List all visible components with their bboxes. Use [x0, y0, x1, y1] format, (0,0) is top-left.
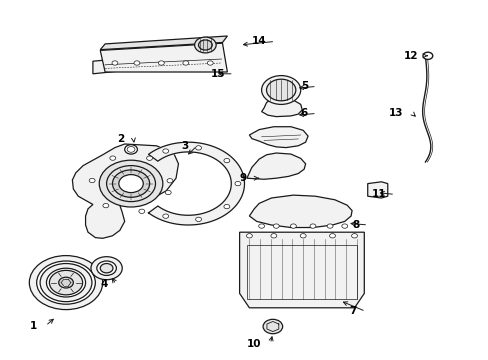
Text: 3: 3	[181, 141, 188, 151]
Circle shape	[235, 181, 240, 186]
Polygon shape	[249, 195, 351, 228]
Circle shape	[224, 204, 229, 209]
Circle shape	[263, 319, 282, 334]
Polygon shape	[148, 142, 244, 225]
Circle shape	[224, 158, 229, 163]
Circle shape	[167, 179, 173, 183]
Circle shape	[139, 209, 144, 213]
Circle shape	[40, 264, 92, 302]
Text: 8: 8	[351, 220, 359, 230]
Polygon shape	[249, 127, 307, 148]
Circle shape	[246, 234, 252, 238]
Text: 9: 9	[239, 173, 246, 183]
Circle shape	[163, 214, 168, 218]
Text: 15: 15	[210, 69, 224, 79]
Polygon shape	[239, 232, 364, 308]
Circle shape	[49, 270, 82, 295]
Circle shape	[127, 147, 135, 152]
Text: 6: 6	[300, 108, 307, 118]
Circle shape	[110, 156, 116, 160]
Circle shape	[146, 156, 152, 161]
Circle shape	[183, 61, 188, 65]
Circle shape	[46, 268, 85, 297]
Circle shape	[124, 145, 137, 154]
Circle shape	[194, 37, 216, 53]
Text: 14: 14	[251, 36, 266, 46]
Text: 12: 12	[403, 51, 417, 61]
Circle shape	[258, 224, 264, 228]
Circle shape	[329, 234, 335, 238]
Circle shape	[195, 217, 201, 221]
Circle shape	[106, 166, 155, 202]
Circle shape	[270, 234, 276, 238]
Circle shape	[59, 277, 73, 288]
Circle shape	[97, 261, 116, 275]
Circle shape	[102, 203, 108, 208]
Circle shape	[198, 40, 212, 50]
Text: 4: 4	[100, 279, 107, 289]
Circle shape	[89, 178, 95, 183]
Text: 13: 13	[388, 108, 403, 118]
Circle shape	[165, 190, 171, 195]
Polygon shape	[100, 43, 227, 72]
Circle shape	[158, 61, 164, 65]
Circle shape	[29, 256, 102, 310]
Polygon shape	[72, 144, 178, 238]
Circle shape	[37, 261, 95, 304]
Circle shape	[134, 61, 140, 65]
Polygon shape	[261, 98, 302, 117]
Circle shape	[112, 170, 149, 197]
Circle shape	[351, 234, 357, 238]
Circle shape	[341, 224, 347, 228]
Text: 5: 5	[300, 81, 307, 91]
Polygon shape	[246, 153, 305, 179]
Text: 1: 1	[29, 321, 37, 331]
Polygon shape	[100, 36, 227, 50]
Circle shape	[300, 234, 305, 238]
Text: 10: 10	[246, 339, 261, 349]
Circle shape	[99, 160, 163, 207]
Circle shape	[326, 224, 332, 228]
Circle shape	[290, 224, 296, 228]
Circle shape	[112, 61, 118, 65]
Circle shape	[309, 224, 315, 228]
Text: 11: 11	[371, 189, 386, 199]
Circle shape	[100, 264, 113, 273]
Circle shape	[91, 257, 122, 280]
Polygon shape	[367, 182, 387, 198]
Circle shape	[207, 61, 213, 65]
Circle shape	[119, 175, 143, 193]
Circle shape	[273, 224, 279, 228]
Polygon shape	[93, 50, 215, 74]
Circle shape	[422, 52, 432, 59]
Circle shape	[261, 76, 300, 104]
Text: 2: 2	[117, 134, 124, 144]
Circle shape	[195, 146, 201, 150]
Text: 7: 7	[349, 306, 356, 316]
Circle shape	[163, 149, 168, 153]
Circle shape	[266, 79, 295, 101]
